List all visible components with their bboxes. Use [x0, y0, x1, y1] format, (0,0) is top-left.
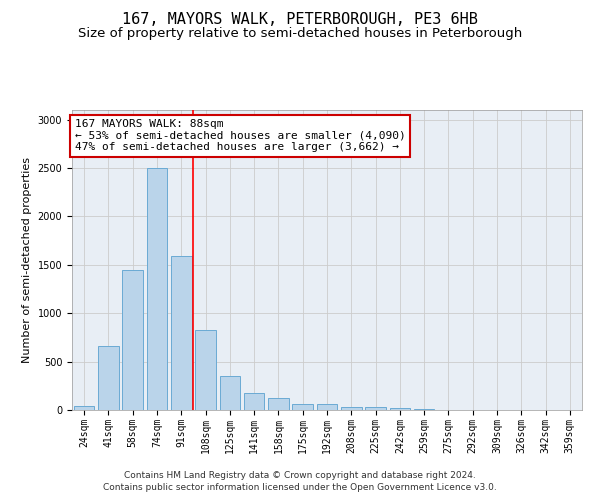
- Y-axis label: Number of semi-detached properties: Number of semi-detached properties: [22, 157, 32, 363]
- Bar: [244, 393, 265, 410]
- Bar: [220, 376, 240, 410]
- Bar: [74, 406, 94, 410]
- Bar: [292, 404, 313, 410]
- Bar: [365, 407, 386, 410]
- Bar: [268, 398, 289, 410]
- Bar: [122, 270, 143, 410]
- Bar: [171, 256, 191, 410]
- Text: 167 MAYORS WALK: 88sqm
← 53% of semi-detached houses are smaller (4,090)
47% of : 167 MAYORS WALK: 88sqm ← 53% of semi-det…: [74, 119, 406, 152]
- Bar: [414, 408, 434, 410]
- Bar: [146, 168, 167, 410]
- Bar: [98, 346, 119, 410]
- Text: Size of property relative to semi-detached houses in Peterborough: Size of property relative to semi-detach…: [78, 28, 522, 40]
- Bar: [317, 404, 337, 410]
- Text: 167, MAYORS WALK, PETERBOROUGH, PE3 6HB: 167, MAYORS WALK, PETERBOROUGH, PE3 6HB: [122, 12, 478, 28]
- Bar: [341, 406, 362, 410]
- Text: Contains HM Land Registry data © Crown copyright and database right 2024.
Contai: Contains HM Land Registry data © Crown c…: [103, 471, 497, 492]
- Bar: [389, 408, 410, 410]
- Bar: [195, 330, 216, 410]
